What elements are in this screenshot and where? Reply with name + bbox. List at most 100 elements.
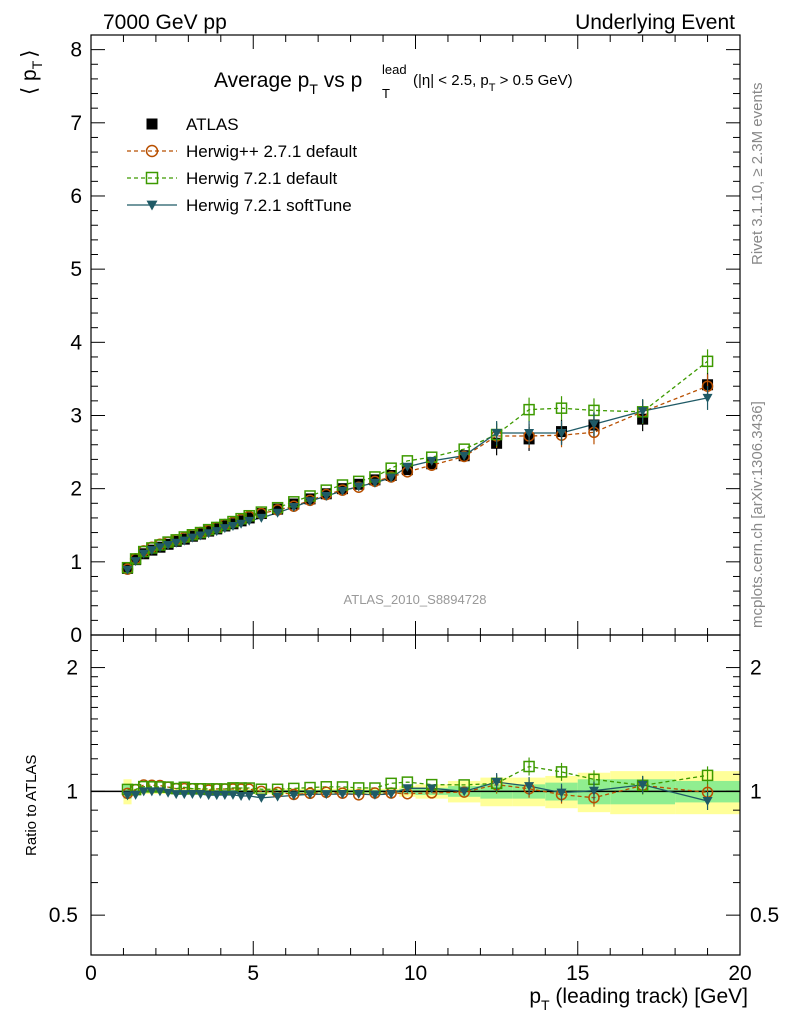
data-point [236,519,247,529]
data-point [163,541,174,550]
ratio-point [305,790,316,800]
legend-marker [146,200,158,211]
ratio-point [556,788,567,798]
x-tick-label: 20 [728,962,751,985]
ratio-point [244,791,255,801]
data-point [171,538,182,548]
mcplots-label: mcplots.cern.ch [arXiv:1306.3436] [749,401,766,628]
svg-text:(|η| < 2.5, pT > 0.5 GeV): (|η| < 2.5, pT > 0.5 GeV) [413,72,573,94]
data-point [187,533,198,543]
ratio-point [555,766,568,778]
ratio-y-tick-label: 2 [750,657,762,680]
svg-text:T: T [382,86,390,101]
data-point [701,355,714,368]
ratio-point [426,784,437,794]
legend-label: Herwig 7.2.1 softTune [186,196,352,215]
ratio-point [195,789,206,799]
y-tick-label: 0 [70,624,82,647]
ratio-point [369,790,380,800]
ratio-point [353,789,364,799]
ratio-point [458,786,470,798]
svg-text:lead: lead [382,62,407,77]
x-tick-label: 15 [566,962,589,985]
data-point [588,420,599,430]
legend-marker [146,118,158,130]
data-point [491,429,502,439]
data-point [195,531,206,541]
legend-marker [145,144,159,158]
y-tick-label: 8 [70,39,82,62]
legend-label: Herwig 7.2.1 default [186,169,337,188]
ratio-y-tick-label: 1 [750,780,762,803]
svg-text:⟨ pT⟩: ⟨ pT⟩ [18,50,45,95]
data-point [459,451,470,461]
svg-text:pT (leading track) [GeV]: pT (leading track) [GeV] [529,985,748,1013]
ratio-frame [90,634,741,956]
header-right: Underlying Event [575,11,735,34]
xlabel: pT (leading track) [GeV] [529,985,748,1013]
x-tick-label: 10 [404,962,427,985]
y-tick-label: 7 [70,112,82,135]
data-point [203,529,214,539]
ratio-y-tick-label: 2 [66,657,78,680]
data-point [637,407,648,417]
analysis-label: ATLAS_2010_S8894728 [344,592,487,607]
ratio-point [637,780,648,790]
ratio-series-line [127,765,708,791]
ratio-point [588,786,599,796]
ratio-point [523,760,535,773]
header-left: 7000 GeV pp [103,11,227,34]
data-point [211,527,222,537]
data-point [321,491,332,501]
ratio-point [203,791,214,801]
data-point [256,513,267,523]
ratio-point [219,790,230,800]
x-tick-label: 0 [85,962,97,985]
ratio-point [337,790,348,800]
data-point [524,429,535,439]
ratio-point [122,791,133,801]
ratio-point [491,778,502,788]
y-tick-label: 5 [70,258,82,281]
legend: ATLAS Herwig++ 2.7.1 default Herwig 7.2.1 … [127,115,357,215]
ratio-point [146,787,157,797]
y-tick-label: 6 [70,185,82,208]
data-point [244,516,255,526]
data-point [369,478,380,488]
ratio-point [130,790,141,800]
ratio-point [402,784,413,794]
series-line [127,360,708,569]
ratio-point [524,782,535,792]
ratio-point [321,790,332,800]
ratio-point [163,788,174,798]
ratio-y-tick-label: 0.5 [49,904,78,927]
ratio-y-tick-label: 1 [66,780,78,803]
data-point [138,549,149,559]
series-line [127,397,708,571]
data-point [337,486,348,496]
svg-text:Average pT vs p: Average pT vs p [214,69,362,97]
ratio-point [352,789,365,801]
ratio-point [702,797,713,807]
data-point [352,481,365,493]
data-point [255,508,267,520]
data-point [130,557,141,567]
data-point [146,546,157,556]
data-point [305,497,316,507]
ratio-point [187,790,198,800]
legend-marker [145,171,159,185]
ratio-plot: 0 5 10 15 20 0.5 0.5 1 1 2 2 [49,634,779,985]
ratio-point [386,789,397,799]
main-plot: 0 1 2 3 4 5 6 7 8 [70,34,741,955]
ylabel-top: ⟨ pT⟩ [18,50,45,95]
data-point [523,403,535,416]
data-point [219,524,230,534]
ratio-point [211,791,222,801]
data-point [426,456,437,466]
legend-label: Herwig++ 2.7.1 default [186,142,357,161]
data-point [227,521,238,531]
y-tick-label: 4 [70,331,82,354]
y-tick-label: 3 [70,404,82,427]
ratio-point [227,790,238,800]
